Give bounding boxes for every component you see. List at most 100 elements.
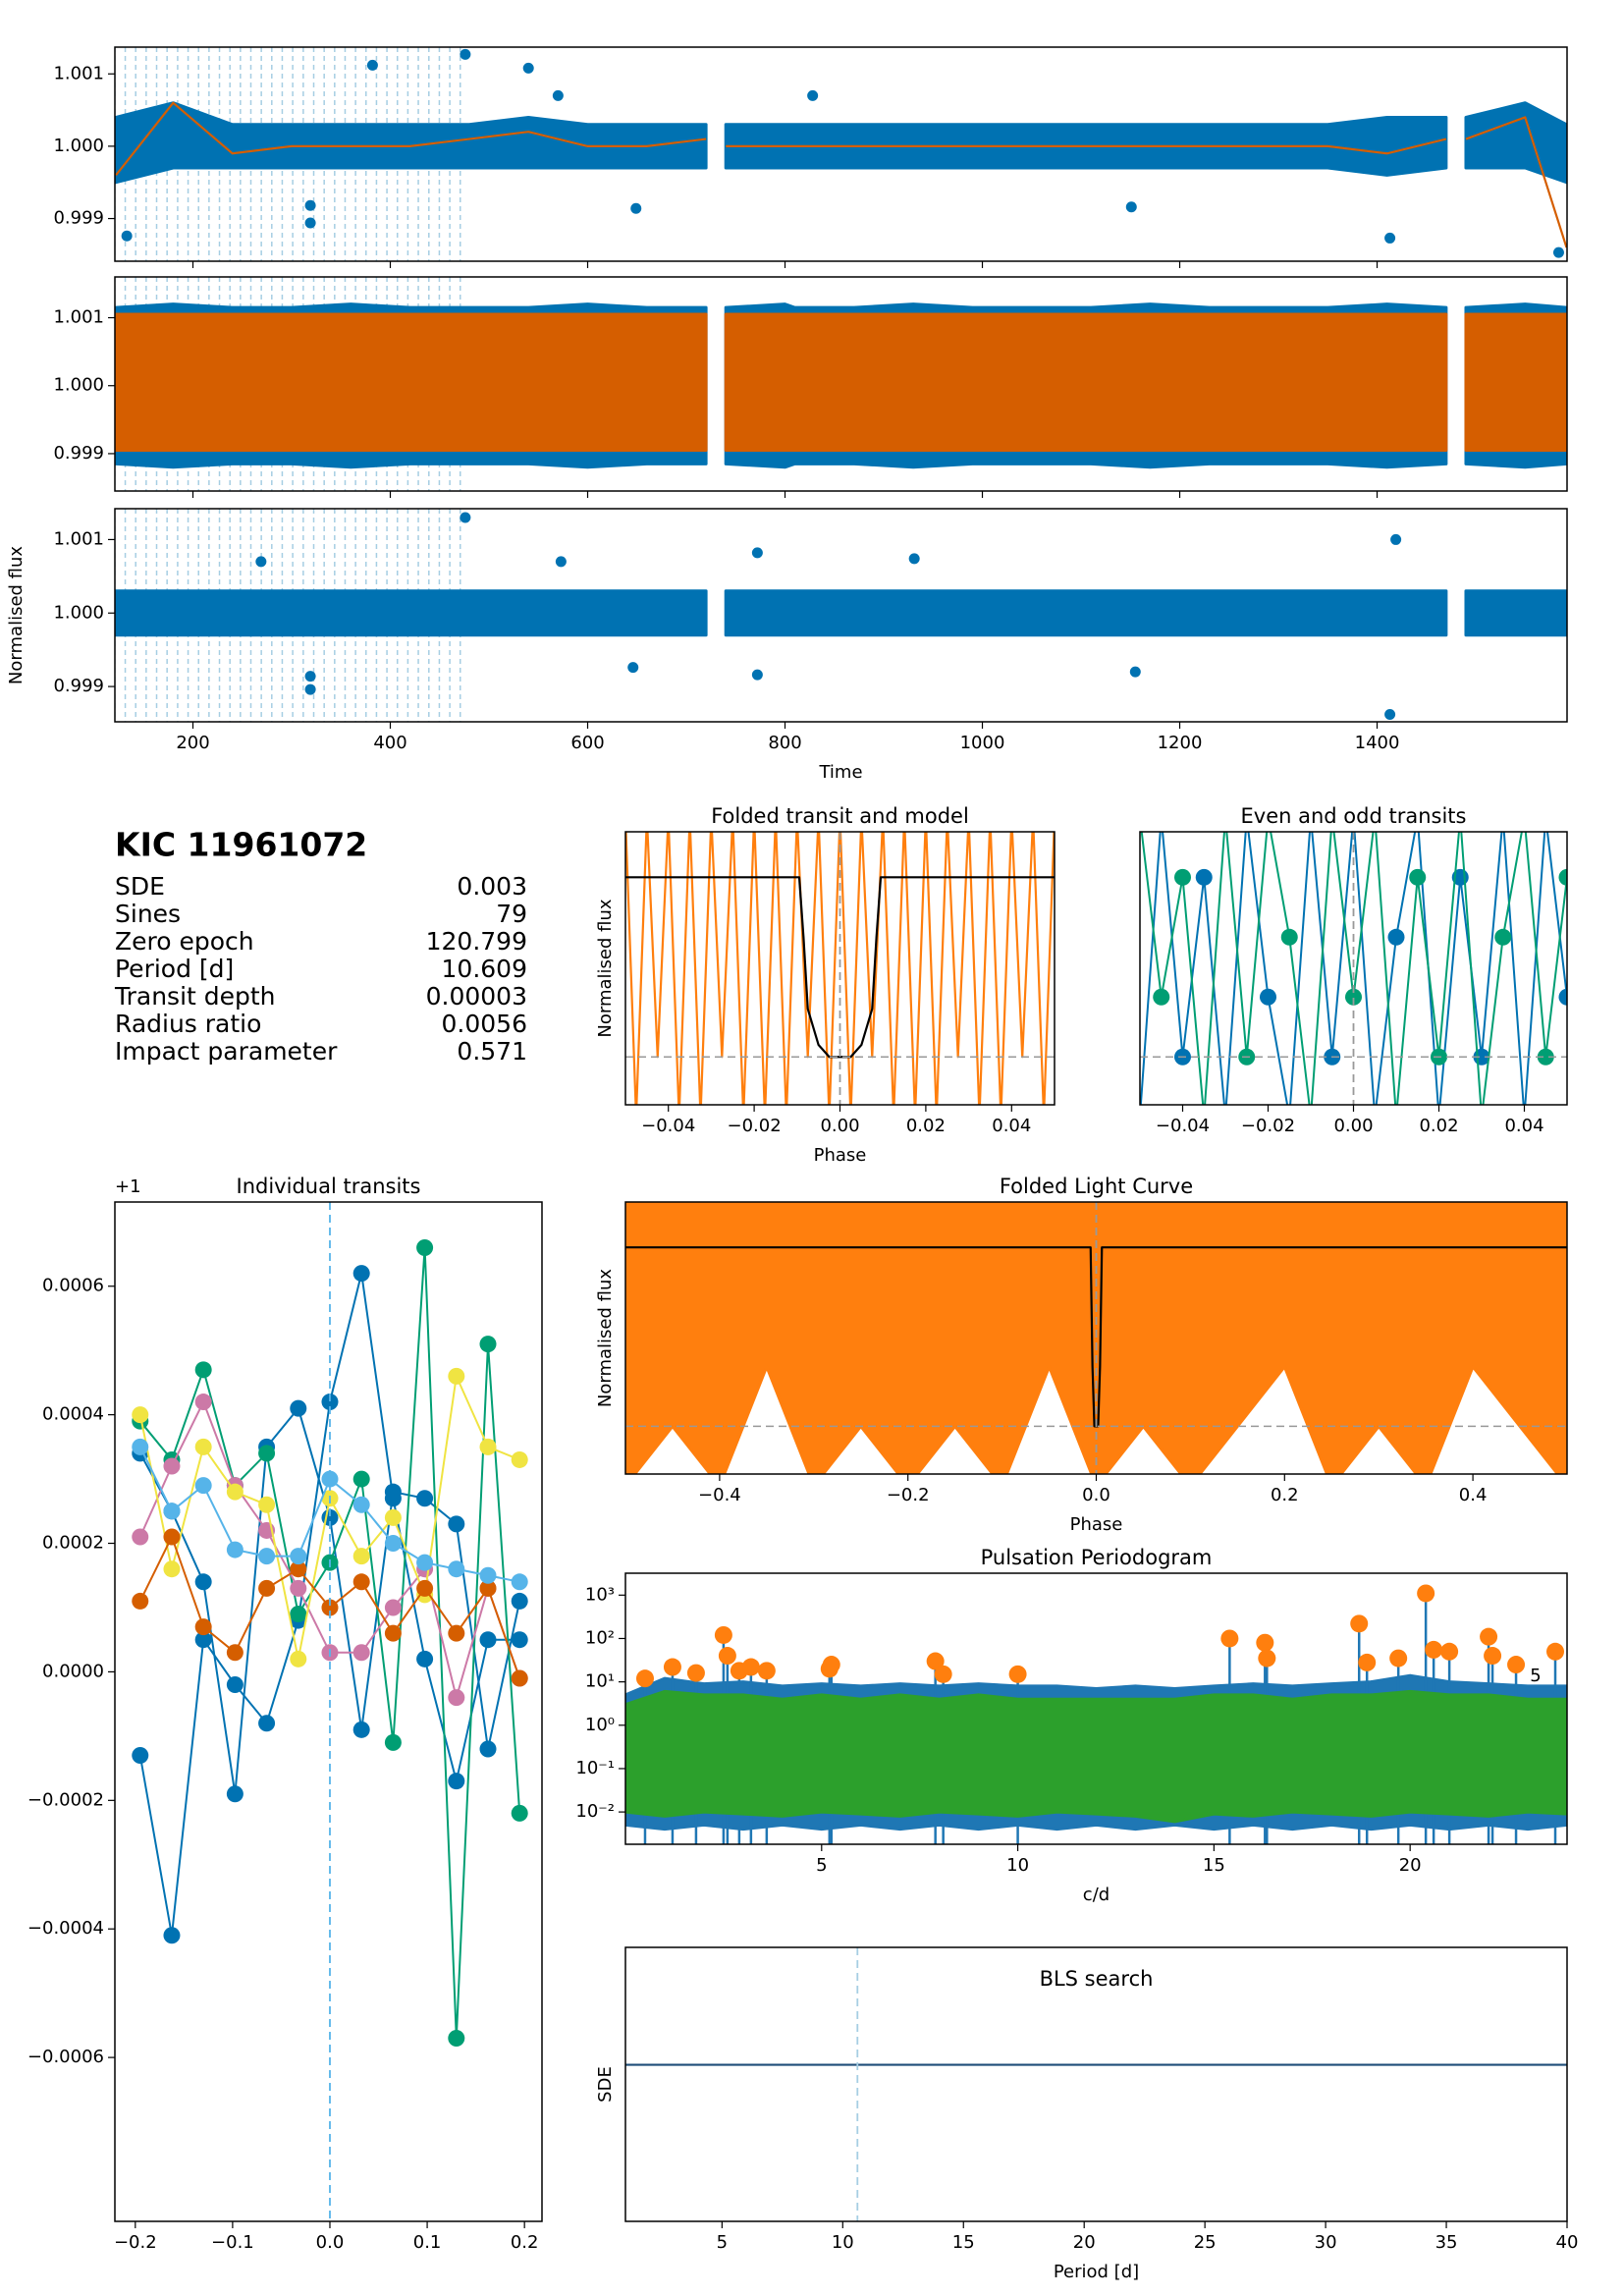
y-tick-label: 1.000 bbox=[53, 375, 104, 396]
x-tick-label: 20 bbox=[1073, 2232, 1096, 2253]
peak-marker bbox=[757, 1662, 776, 1680]
y-axis-label: Normalised flux bbox=[595, 899, 616, 1037]
peak-marker bbox=[714, 1625, 732, 1644]
peak-marker bbox=[1425, 1640, 1443, 1659]
series-marker bbox=[163, 1927, 181, 1944]
peak-marker bbox=[1358, 1653, 1377, 1671]
series-marker bbox=[448, 1773, 465, 1790]
series-marker bbox=[1280, 928, 1298, 946]
x-tick-label: 0.02 bbox=[906, 1116, 946, 1136]
x-tick-label: −0.1 bbox=[211, 2232, 254, 2253]
x-tick-label: 25 bbox=[1194, 2232, 1217, 2253]
outlier-point bbox=[1384, 709, 1396, 721]
x-tick-label: 15 bbox=[1203, 1855, 1225, 1876]
series-marker bbox=[448, 2029, 465, 2047]
outlier-point bbox=[627, 662, 639, 674]
series-marker bbox=[479, 1438, 497, 1455]
x-tick-label: −0.4 bbox=[698, 1485, 741, 1505]
flux-band bbox=[1464, 312, 1567, 452]
series-marker bbox=[290, 1650, 307, 1667]
series-marker bbox=[1153, 988, 1170, 1006]
chart-title: Folded transit and model bbox=[711, 804, 969, 828]
x-axis-label: Time bbox=[818, 762, 862, 783]
y-tick-label: −0.0006 bbox=[27, 2047, 104, 2067]
plot-area bbox=[625, 1947, 1567, 2221]
series-marker bbox=[479, 1566, 497, 1584]
axes-frame bbox=[114, 46, 1568, 262]
x-tick-label: 400 bbox=[373, 733, 406, 753]
series-marker bbox=[1516, 809, 1533, 826]
info-value: 0.0056 bbox=[442, 1010, 527, 1038]
peak-marker bbox=[822, 1656, 840, 1674]
y-tick-label: 10⁻¹ bbox=[575, 1758, 615, 1778]
y-tick-label: 0.0004 bbox=[42, 1404, 104, 1425]
series-marker bbox=[290, 1548, 307, 1565]
peak-marker bbox=[1417, 1584, 1435, 1603]
flux-band bbox=[724, 589, 1448, 637]
y-tick-label: 1.001 bbox=[53, 63, 104, 83]
series-line bbox=[625, 832, 1055, 1105]
info-value: 0.003 bbox=[457, 872, 527, 901]
peak-marker bbox=[1256, 1633, 1274, 1652]
series-marker bbox=[194, 1394, 212, 1411]
series-marker bbox=[511, 1804, 528, 1822]
info-label: Period [d] bbox=[115, 955, 234, 983]
x-tick-label: 0.2 bbox=[1271, 1485, 1299, 1505]
outlier-point bbox=[1384, 232, 1396, 244]
y-tick-label: 0.999 bbox=[53, 676, 104, 696]
series-marker bbox=[1494, 928, 1512, 946]
flux-band bbox=[115, 101, 708, 185]
series-marker bbox=[1558, 988, 1567, 1006]
x-tick-label: 0.04 bbox=[1504, 1116, 1543, 1136]
x-tick-label: 800 bbox=[768, 733, 801, 753]
series-marker bbox=[511, 1631, 528, 1649]
x-tick-label: −0.04 bbox=[641, 1116, 695, 1136]
x-tick-label: 0.0 bbox=[1082, 1485, 1110, 1505]
x-tick-label: −0.02 bbox=[1241, 1116, 1295, 1136]
y-tick-label: −0.0002 bbox=[27, 1789, 104, 1810]
peak-marker bbox=[635, 1669, 654, 1688]
y-tick-label: −0.0004 bbox=[27, 1918, 104, 1939]
y-tick-label: 1.001 bbox=[53, 307, 104, 328]
series-marker bbox=[1409, 868, 1427, 886]
y-tick-label: 0.0002 bbox=[42, 1533, 104, 1554]
x-tick-label: −0.02 bbox=[728, 1116, 782, 1136]
series-marker bbox=[1345, 988, 1362, 1006]
info-value: 10.609 bbox=[442, 955, 527, 983]
series-marker bbox=[290, 1579, 307, 1597]
outlier-point bbox=[304, 683, 316, 695]
peak-marker bbox=[718, 1647, 736, 1666]
series-marker bbox=[416, 1650, 434, 1667]
peak-marker bbox=[1220, 1629, 1239, 1648]
x-tick-label: 5 bbox=[717, 2232, 728, 2253]
series-marker bbox=[448, 1689, 465, 1707]
series-marker bbox=[321, 1470, 339, 1488]
series-marker bbox=[226, 1644, 244, 1662]
peak-marker bbox=[934, 1665, 952, 1683]
plot-area bbox=[115, 509, 1567, 722]
plot-area bbox=[1140, 809, 1567, 1105]
series-marker bbox=[1195, 868, 1213, 886]
x-tick-label: 10 bbox=[832, 2232, 854, 2253]
series-marker bbox=[226, 1483, 244, 1501]
peak-marker bbox=[1440, 1642, 1459, 1661]
flux-band bbox=[724, 312, 1448, 452]
series-marker bbox=[132, 1438, 149, 1455]
info-label: Zero epoch bbox=[115, 927, 254, 956]
outlier-point bbox=[555, 556, 567, 568]
series-marker bbox=[416, 1579, 434, 1597]
y-tick-label: 10⁰ bbox=[585, 1715, 615, 1735]
info-title: KIC 11961072 bbox=[115, 826, 367, 864]
peak-marker bbox=[1350, 1614, 1369, 1633]
outlier-point bbox=[751, 669, 763, 681]
peak-marker bbox=[926, 1652, 945, 1670]
y-tick-label: 0.0000 bbox=[42, 1661, 104, 1681]
outlier-point bbox=[460, 48, 471, 60]
x-tick-label: −0.04 bbox=[1156, 1116, 1210, 1136]
series-marker bbox=[258, 1579, 276, 1597]
series-marker bbox=[258, 1715, 276, 1732]
series-marker bbox=[194, 1438, 212, 1455]
series-marker bbox=[258, 1445, 276, 1462]
series-marker bbox=[1174, 868, 1191, 886]
offset-text: +1 bbox=[115, 1176, 141, 1197]
